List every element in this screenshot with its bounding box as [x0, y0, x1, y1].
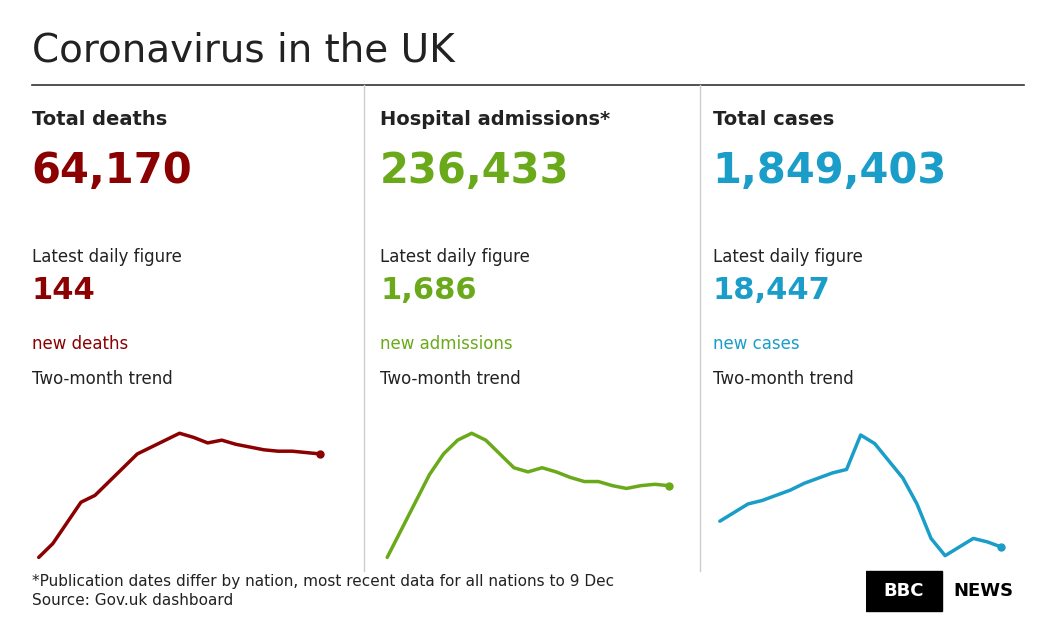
- Text: Total deaths: Total deaths: [32, 110, 167, 129]
- Text: 236,433: 236,433: [380, 150, 570, 192]
- Text: 144: 144: [32, 276, 95, 305]
- Text: Two-month trend: Two-month trend: [32, 370, 172, 388]
- FancyBboxPatch shape: [866, 571, 942, 611]
- Text: Hospital admissions*: Hospital admissions*: [380, 110, 610, 129]
- Text: 18,447: 18,447: [713, 276, 831, 305]
- Text: Two-month trend: Two-month trend: [713, 370, 853, 388]
- Text: Coronavirus in the UK: Coronavirus in the UK: [32, 31, 454, 70]
- Text: new cases: new cases: [713, 335, 799, 354]
- Text: BBC: BBC: [884, 582, 924, 600]
- Text: Source: Gov.uk dashboard: Source: Gov.uk dashboard: [32, 593, 233, 608]
- Text: Latest daily figure: Latest daily figure: [380, 248, 530, 266]
- Text: *Publication dates differ by nation, most recent data for all nations to 9 Dec: *Publication dates differ by nation, mos…: [32, 574, 614, 589]
- Text: new admissions: new admissions: [380, 335, 513, 354]
- Text: NEWS: NEWS: [953, 582, 1013, 600]
- Text: 1,849,403: 1,849,403: [713, 150, 947, 192]
- Text: Latest daily figure: Latest daily figure: [32, 248, 182, 266]
- Text: Two-month trend: Two-month trend: [380, 370, 521, 388]
- Text: Latest daily figure: Latest daily figure: [713, 248, 863, 266]
- Text: 64,170: 64,170: [32, 150, 192, 192]
- Text: 1,686: 1,686: [380, 276, 477, 305]
- Text: new deaths: new deaths: [32, 335, 128, 354]
- Text: Total cases: Total cases: [713, 110, 834, 129]
